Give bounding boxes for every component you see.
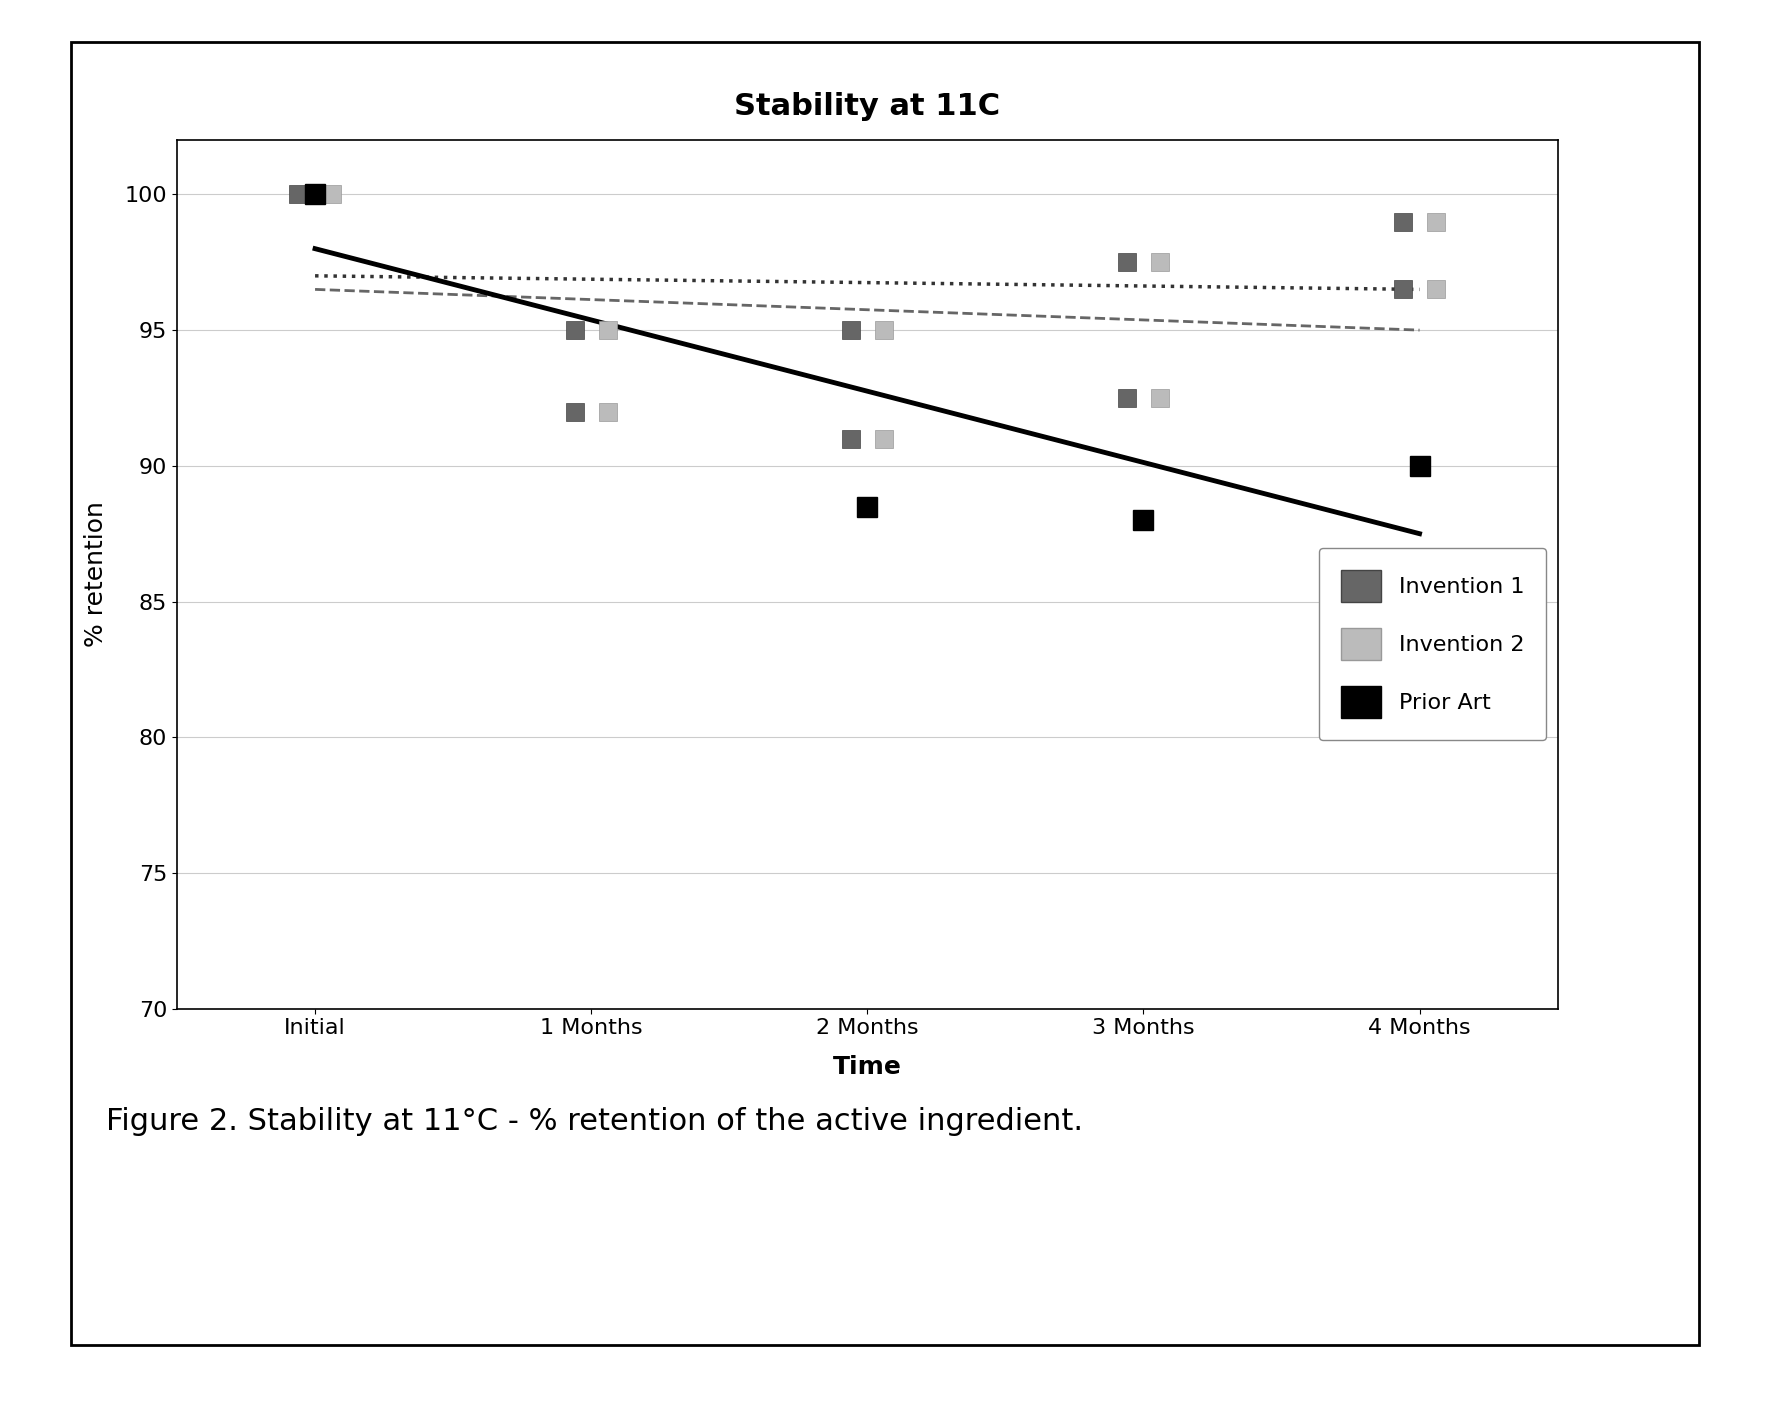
Y-axis label: % retention: % retention [83,502,108,647]
Title: Stability at 11C: Stability at 11C [735,92,1000,120]
Text: Figure 2. Stability at 11°C - % retention of the active ingredient.: Figure 2. Stability at 11°C - % retentio… [106,1107,1083,1136]
Legend: Invention 1, Invention 2, Prior Art: Invention 1, Invention 2, Prior Art [1319,548,1547,740]
X-axis label: Time: Time [834,1055,901,1079]
